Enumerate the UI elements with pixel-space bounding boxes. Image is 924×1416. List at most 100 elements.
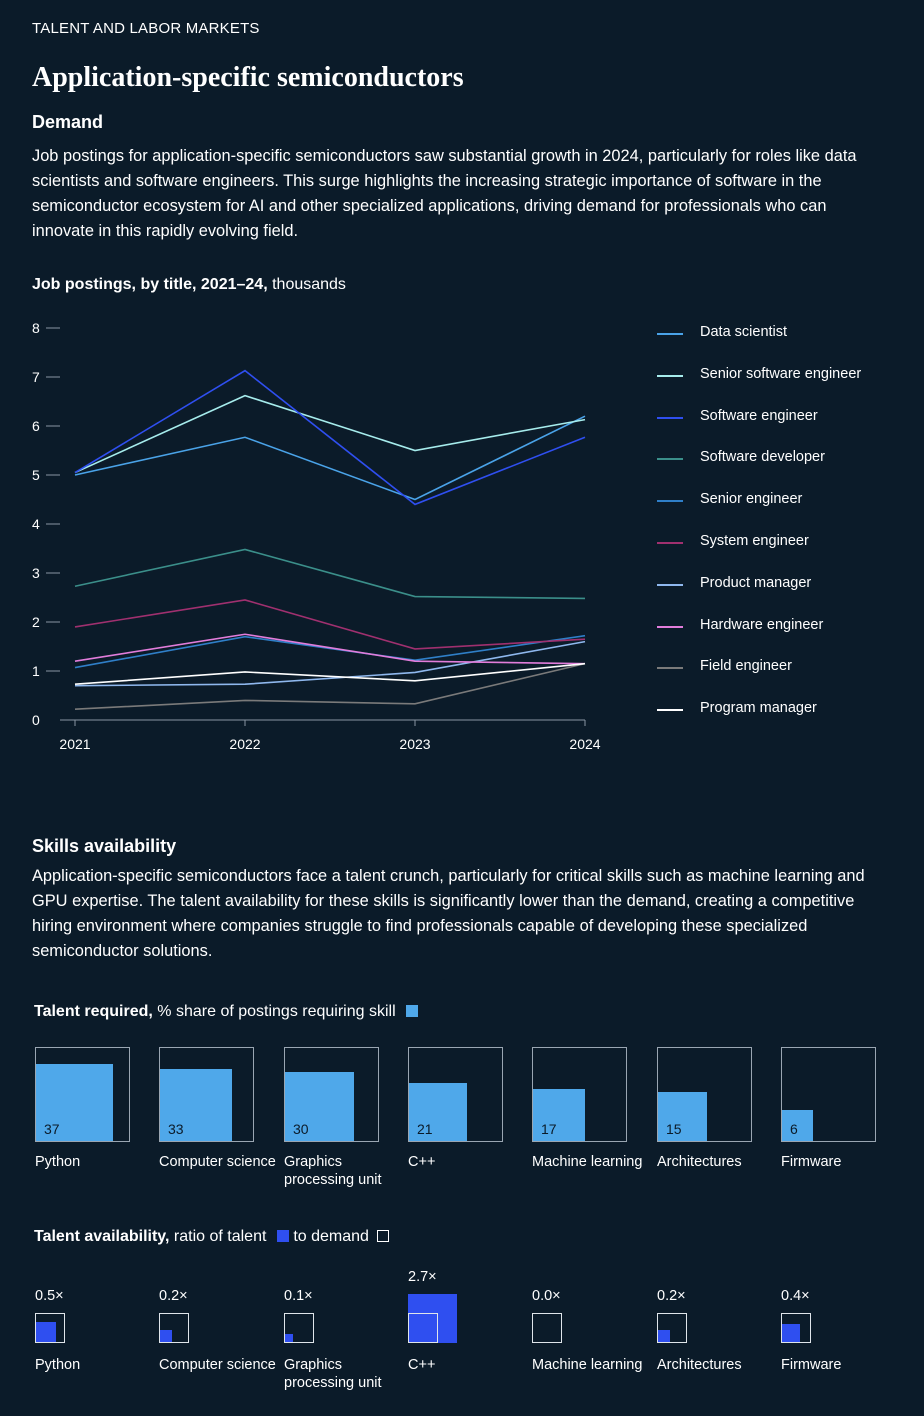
y-tick-label: 3 bbox=[32, 565, 40, 581]
availability-label: Python bbox=[35, 1357, 81, 1373]
legend-label: System engineer bbox=[700, 533, 809, 549]
availability-label: Machine learning bbox=[532, 1357, 643, 1373]
series-line-product-manager bbox=[74, 640, 586, 687]
talent-availability-heading-end: to demand bbox=[293, 1228, 369, 1245]
demand-box bbox=[284, 1313, 314, 1343]
demand-paragraph: Job postings for application-specific se… bbox=[32, 147, 857, 240]
legend-swatch bbox=[657, 709, 683, 712]
demand-box bbox=[657, 1313, 687, 1343]
legend-swatch bbox=[657, 416, 683, 419]
line-chart-title: Job postings, by title, 2021–24, thousan… bbox=[32, 276, 346, 294]
legend-swatch bbox=[657, 625, 683, 628]
talent-fill-computer-science bbox=[159, 1330, 172, 1343]
required-box-firmware: 6 bbox=[781, 1047, 876, 1142]
required-fill bbox=[409, 1083, 467, 1141]
talent-fill-python bbox=[35, 1322, 56, 1343]
legend-label: Senior software engineer bbox=[700, 365, 862, 382]
required-box-python: 37 bbox=[35, 1047, 130, 1142]
legend-swatch bbox=[657, 458, 683, 461]
talent-key bbox=[276, 1230, 289, 1242]
series-line-field-engineer bbox=[74, 662, 586, 711]
talent-fill-firmware bbox=[781, 1324, 800, 1343]
y-tick-label: 5 bbox=[32, 467, 40, 483]
x-tick-label: 2022 bbox=[229, 736, 260, 752]
required-box-computer-science: 33 bbox=[159, 1047, 254, 1142]
legend-label: Senior engineer bbox=[700, 491, 803, 508]
demand-box bbox=[159, 1313, 189, 1343]
legend-swatch bbox=[657, 542, 683, 544]
required-label: Machine learning bbox=[532, 1154, 643, 1170]
availability-value: 0.1× bbox=[284, 1288, 313, 1304]
required-fill bbox=[782, 1110, 813, 1141]
availability-value: 0.2× bbox=[657, 1288, 686, 1304]
required-label: Firmware bbox=[781, 1154, 842, 1170]
talent-fill-architectures bbox=[657, 1330, 670, 1343]
line-chart-title-bold: Job postings, by title, 2021–24, bbox=[32, 276, 268, 293]
legend-swatch bbox=[657, 374, 683, 377]
availability-label: Graphics processing unit bbox=[284, 1357, 382, 1391]
required-label: Architectures bbox=[657, 1154, 742, 1170]
legend-swatch bbox=[657, 333, 683, 335]
availability-value: 0.2× bbox=[159, 1288, 188, 1304]
talent-required-heading: Talent required, % share of postings req… bbox=[34, 1003, 419, 1021]
legend-label: Software developer bbox=[700, 449, 825, 466]
required-fill bbox=[658, 1092, 707, 1141]
availability-label: Computer science bbox=[159, 1357, 276, 1373]
y-tick-label: 2 bbox=[32, 614, 40, 630]
skills-heading: Skills availability bbox=[32, 836, 177, 856]
page-title: Application-specific semiconductors bbox=[32, 62, 464, 93]
demand-box bbox=[532, 1313, 562, 1343]
series-line-hardware-engineer bbox=[74, 633, 586, 665]
demand-box bbox=[408, 1313, 438, 1343]
required-fill bbox=[36, 1064, 113, 1141]
required-box-graphics-processing-unit: 30 bbox=[284, 1047, 379, 1142]
legend-swatch bbox=[657, 500, 683, 503]
legend-label: Hardware engineer bbox=[700, 616, 824, 633]
availability-label: C++ bbox=[408, 1357, 436, 1373]
x-tick-label: 2021 bbox=[59, 736, 90, 752]
talent-availability-heading: Talent availability, ratio of talent to … bbox=[34, 1228, 390, 1246]
required-box-architectures: 15 bbox=[657, 1047, 752, 1142]
y-tick-label: 7 bbox=[32, 369, 40, 385]
series-line-system-engineer bbox=[74, 599, 586, 650]
required-box-machine-learning: 17 bbox=[532, 1047, 627, 1142]
required-fill bbox=[533, 1089, 585, 1141]
talent-required-key bbox=[406, 1005, 419, 1017]
talent-availability-heading-mid: ratio of talent bbox=[173, 1228, 267, 1245]
legend-label: Product manager bbox=[700, 574, 812, 591]
required-value: 6 bbox=[790, 1121, 798, 1137]
skills-paragraph: Application-specific semiconductors face… bbox=[32, 867, 865, 960]
required-value: 21 bbox=[417, 1121, 433, 1137]
talent-required-heading-rest: % share of postings requiring skill bbox=[157, 1003, 396, 1020]
required-value: 15 bbox=[666, 1121, 682, 1137]
required-box-c: 21 bbox=[408, 1047, 503, 1142]
line-chart-title-unit: thousands bbox=[272, 276, 346, 293]
availability-value: 0.5× bbox=[35, 1288, 64, 1304]
series-line-software-engineer bbox=[74, 369, 586, 506]
required-label: C++ bbox=[408, 1154, 436, 1170]
required-value: 33 bbox=[168, 1121, 184, 1137]
legend-label: Field engineer bbox=[700, 658, 792, 675]
required-label: Computer science bbox=[159, 1154, 276, 1170]
talent-fill-graphics-processing-unit bbox=[284, 1334, 293, 1343]
y-tick-label: 1 bbox=[32, 663, 40, 679]
legend-swatch bbox=[657, 667, 683, 670]
required-value: 17 bbox=[541, 1121, 557, 1137]
talent-availability-heading-bold: Talent availability, bbox=[34, 1228, 170, 1245]
required-fill bbox=[285, 1072, 354, 1141]
y-tick-label: 4 bbox=[32, 516, 40, 532]
required-value: 37 bbox=[44, 1121, 60, 1137]
legend-label: Software engineer bbox=[700, 407, 818, 424]
x-tick-label: 2023 bbox=[399, 736, 430, 752]
demand-key bbox=[377, 1230, 390, 1242]
demand-heading: Demand bbox=[32, 112, 104, 132]
availability-label: Architectures bbox=[657, 1357, 742, 1373]
availability-value: 0.4× bbox=[781, 1288, 810, 1304]
legend-label: Data scientist bbox=[700, 324, 788, 340]
job-postings-line-chart: 0 1 2 3 4 5 6 7 8 2021 2022 2023 2024 bbox=[32, 320, 601, 752]
y-tick-label: 8 bbox=[32, 320, 40, 336]
talent-required-heading-bold: Talent required, bbox=[34, 1003, 153, 1020]
required-label: Graphics processing unit bbox=[284, 1154, 382, 1188]
required-label: Python bbox=[35, 1154, 81, 1170]
required-value: 30 bbox=[293, 1121, 309, 1137]
